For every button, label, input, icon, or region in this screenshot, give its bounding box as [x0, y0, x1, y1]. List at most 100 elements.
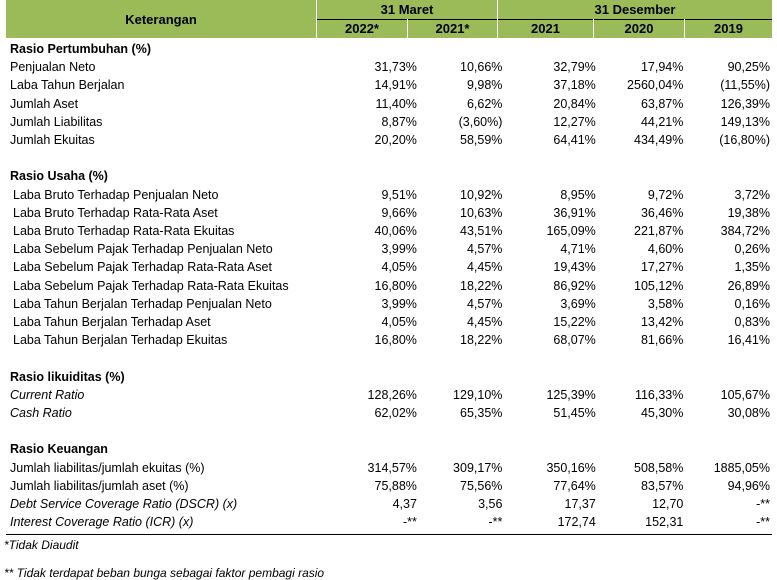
table-row: Laba Sebelum Pajak Terhadap Penjualan Ne…: [10, 240, 770, 258]
row-value: 64,41%: [553, 133, 596, 148]
row-value: 4,05%: [381, 315, 417, 330]
ratio-table: Rasio Pertumbuhan (%) Penjualan Neto 31,73…: [10, 40, 770, 531]
row-value: 105,12%: [634, 278, 684, 293]
section-title: Rasio Pertumbuhan (%): [10, 42, 151, 56]
row-label: Current Ratio: [10, 387, 85, 402]
row-value: 31,73%: [374, 60, 417, 75]
table-row: Debt Service Coverage Ratio (DSCR) (x) 4,…: [10, 495, 770, 513]
row-value: 15,22%: [553, 315, 596, 330]
row-value: 9,72%: [647, 187, 684, 202]
row-value: 8,87%: [381, 114, 417, 129]
row-value: 77,64%: [553, 478, 596, 493]
row-value: 51,45%: [553, 406, 596, 421]
row-value: 2560,04%: [627, 78, 684, 93]
row-value: 3,69%: [560, 296, 596, 311]
row-value: 20,20%: [374, 133, 417, 148]
row-value: 12,70: [652, 497, 684, 512]
year-header: 2019: [714, 21, 743, 36]
row-label: Laba Bruto Terhadap Rata-Rata Aset: [13, 205, 218, 220]
row-value: 384,72%: [720, 224, 770, 239]
row-value: (16,80%): [719, 133, 770, 148]
table-bottom-border: [6, 534, 772, 535]
year-header: 2021: [531, 21, 560, 36]
row-value: 3,72%: [734, 187, 770, 202]
section-title-row: Rasio Usaha (%): [10, 167, 770, 185]
row-value: 3,58%: [647, 296, 684, 311]
row-value: 9,98%: [466, 78, 503, 93]
row-value: 63,87%: [640, 96, 684, 111]
row-value: 309,17%: [453, 460, 503, 475]
table-row: Laba Tahun Berjalan 14,91% 9,98% 37,18% 2560…: [10, 76, 770, 94]
table-row: Cash Ratio 62,02% 65,35% 51,45% 45,30% 30,08%: [10, 404, 770, 422]
spacer-row: [10, 349, 770, 367]
row-value: 3,99%: [381, 296, 417, 311]
row-value: 105,67%: [720, 387, 770, 402]
section-title-row: Rasio Keuangan: [10, 440, 770, 458]
row-value: 30,08%: [727, 406, 770, 421]
row-value: 10,92%: [460, 187, 503, 202]
row-value: 32,79%: [553, 60, 596, 75]
row-label: Laba Sebelum Pajak Terhadap Penjualan Ne…: [13, 242, 273, 257]
row-value: (3,60%): [458, 114, 503, 129]
row-value: 14,91%: [374, 78, 417, 93]
row-label: Jumlah liabilitas/jumlah aset (%): [10, 478, 189, 493]
row-label: Jumlah Aset: [10, 96, 79, 111]
row-label: Laba Tahun Berjalan Terhadap Aset: [13, 315, 211, 330]
table-row: Laba Tahun Berjalan Terhadap Penjualan N…: [10, 295, 770, 313]
row-value: 3,99%: [381, 242, 417, 257]
row-label: Interest Coverage Ratio (ICR) (x): [10, 515, 194, 530]
row-value: 13,42%: [640, 315, 684, 330]
row-value: 4,37: [392, 497, 417, 512]
row-value: 6,62%: [466, 96, 503, 111]
row-value: -**: [756, 515, 770, 530]
row-value: 43,51%: [460, 224, 503, 239]
row-value: 12,27%: [553, 114, 596, 129]
row-value: 4,45%: [466, 315, 503, 330]
row-value: 40,06%: [374, 224, 417, 239]
table-row: Jumlah Ekuitas 20,20% 58,59% 64,41% 434,49% (…: [10, 131, 770, 149]
row-value: -**: [403, 515, 417, 530]
table-header: Keterangan 31 Maret 31 Desember 2022* 20…: [6, 0, 772, 38]
row-value: 19,43%: [553, 260, 596, 275]
table-row: Laba Sebelum Pajak Terhadap Rata-Rata As…: [10, 258, 770, 276]
row-value: 9,51%: [381, 187, 417, 202]
table-row: Interest Coverage Ratio (ICR) (x) -** -** 1…: [10, 513, 770, 531]
section-title-row: Rasio likuiditas (%): [10, 368, 770, 386]
row-value: 4,57%: [466, 296, 503, 311]
table-row: Laba Bruto Terhadap Penjualan Neto 9,51% 1…: [10, 186, 770, 204]
row-value: 75,88%: [374, 478, 417, 493]
row-value: 3,56: [478, 497, 503, 512]
row-value: 0,26%: [734, 242, 770, 257]
row-value: 19,38%: [727, 205, 770, 220]
row-value: 90,25%: [727, 60, 770, 75]
row-label: Debt Service Coverage Ratio (DSCR) (x): [10, 497, 238, 512]
row-value: 18,22%: [460, 278, 503, 293]
row-label: Jumlah Ekuitas: [10, 133, 95, 148]
note-unaudited: *Tidak Diaudit: [4, 538, 79, 552]
row-value: 37,18%: [553, 78, 596, 93]
row-value: 221,87%: [634, 224, 684, 239]
row-label: Laba Tahun Berjalan Terhadap Ekuitas: [13, 333, 228, 348]
row-label: Penjualan Neto: [10, 60, 96, 75]
row-value: 36,91%: [553, 205, 596, 220]
row-value: 4,57%: [466, 242, 503, 257]
row-value: 128,26%: [367, 387, 417, 402]
row-value: 314,57%: [367, 460, 417, 475]
row-value: -**: [756, 497, 770, 512]
row-label: Laba Bruto Terhadap Penjualan Neto: [13, 187, 219, 202]
row-value: 4,60%: [647, 242, 684, 257]
march-group-header: 31 Maret: [380, 2, 434, 17]
table-row: Jumlah liabilitas/jumlah aset (%) 75,88% 7…: [10, 477, 770, 495]
row-value: 58,59%: [460, 133, 503, 148]
row-value: 17,27%: [640, 260, 684, 275]
spacer-row: [10, 149, 770, 167]
row-value: 65,35%: [460, 406, 503, 421]
row-value: 4,05%: [381, 260, 417, 275]
row-value: 0,16%: [734, 296, 770, 311]
table-row: Laba Tahun Berjalan Terhadap Ekuitas 16,8…: [10, 331, 770, 349]
note-no-interest: ** Tidak terdapat beban bunga sebagai fa…: [4, 566, 325, 580]
row-label: Laba Tahun Berjalan: [10, 78, 125, 93]
row-value: 0,83%: [734, 315, 770, 330]
table-row: Laba Tahun Berjalan Terhadap Aset 4,05% 4,…: [10, 313, 770, 331]
row-value: 149,13%: [720, 114, 770, 129]
